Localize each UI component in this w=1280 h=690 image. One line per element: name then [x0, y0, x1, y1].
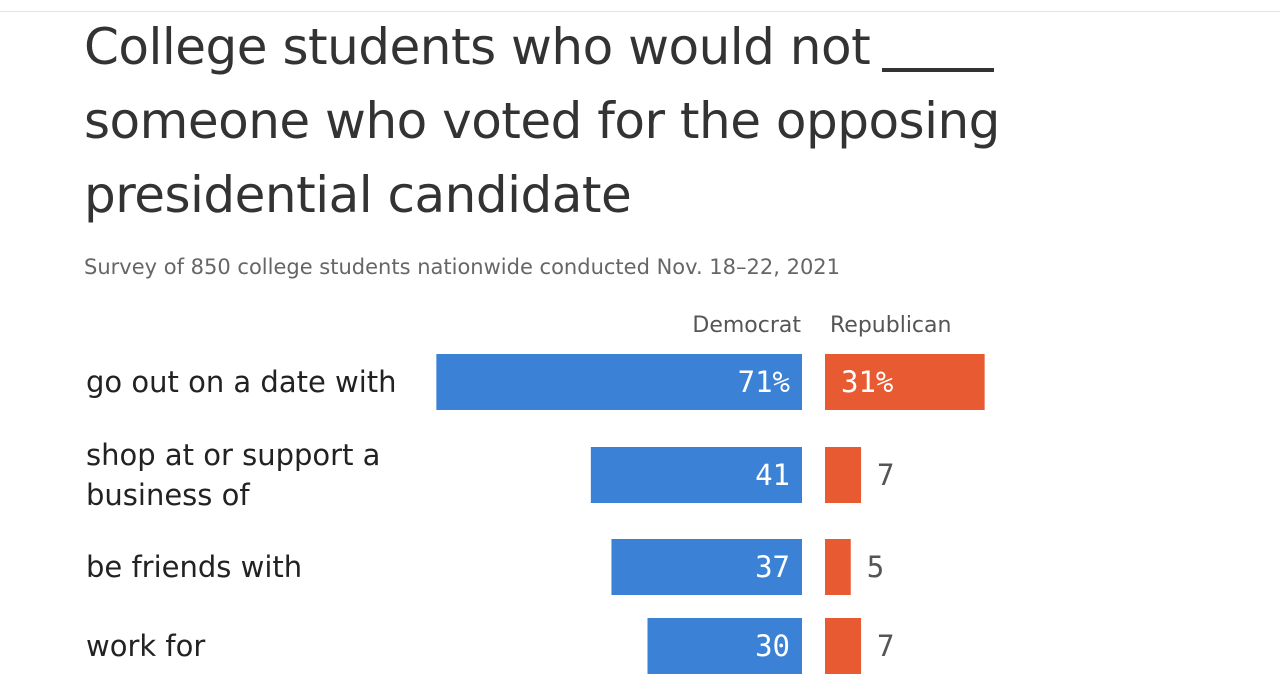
- republican-value-label: 7: [877, 629, 894, 663]
- republican-bar: [825, 447, 862, 503]
- republican-bar: [825, 539, 851, 595]
- title-line-3: presidential candidate: [84, 166, 632, 224]
- democrat-value-label: 41: [755, 458, 790, 492]
- democrat-bar: [611, 539, 802, 595]
- title-line-2: someone who voted for the opposing: [84, 92, 1000, 150]
- democrat-value-label: 71%: [738, 365, 790, 399]
- title-blank-underline: [882, 68, 995, 72]
- title-line-1: College students who would not: [84, 10, 1184, 84]
- title-line-1-text: College students who would not: [84, 18, 871, 76]
- category-label: be friends with: [86, 550, 302, 584]
- category-label: work for: [86, 629, 205, 663]
- republican-value-label: 31%: [841, 365, 893, 399]
- republican-value-label: 7: [877, 458, 894, 492]
- category-label: go out on a date with: [86, 365, 397, 399]
- chart-title: College students who would not someone w…: [84, 10, 1184, 232]
- republican-bar: [825, 618, 862, 674]
- democrat-bar: [647, 618, 802, 674]
- category-label: shop at or support a: [86, 438, 380, 472]
- democrat-value-label: 37: [755, 550, 790, 584]
- democrat-value-label: 30: [755, 629, 790, 663]
- chart-subtitle: Survey of 850 college students nationwid…: [84, 255, 841, 279]
- democrat-bar: [590, 447, 802, 503]
- legend-democrat: Democrat: [692, 313, 801, 338]
- republican-value-label: 5: [867, 550, 884, 584]
- top-divider: [0, 11, 1280, 12]
- legend-republican: Republican: [830, 313, 952, 338]
- republican-bar: [825, 354, 985, 410]
- category-label: business of: [86, 478, 250, 512]
- democrat-bar: [436, 354, 802, 410]
